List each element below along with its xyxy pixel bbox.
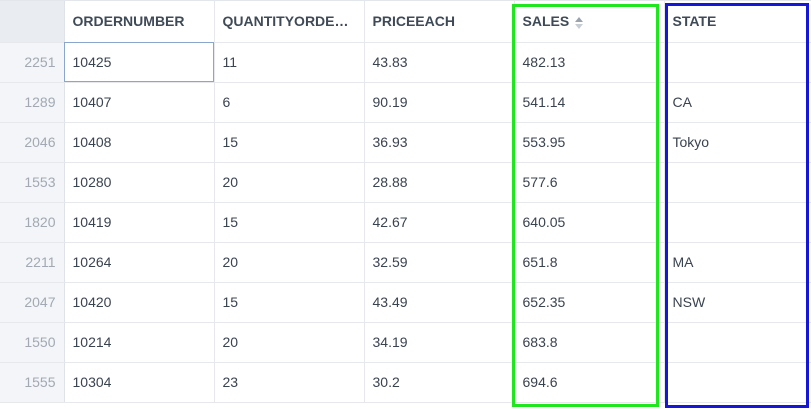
cell-sales[interactable]: 651.8	[514, 242, 665, 283]
table-row[interactable]: 1555 10304 23 30.2 694.6	[0, 362, 811, 403]
cell-sales[interactable]: 553.95	[514, 122, 665, 163]
cell-quantityordered[interactable]: 6	[214, 82, 365, 123]
cell-ordernumber[interactable]: 10304	[64, 362, 215, 403]
table-row[interactable]: 2047 10420 15 43.49 652.35 NSW	[0, 282, 811, 323]
cell-quantityordered[interactable]: 20	[214, 322, 365, 363]
cell-priceeach[interactable]: 90.19	[364, 82, 515, 123]
row-index[interactable]: 1555	[0, 362, 65, 403]
cell-state[interactable]: MA	[664, 242, 811, 283]
column-header-priceeach[interactable]: PRICEEACH	[364, 1, 515, 43]
row-index[interactable]: 1289	[0, 82, 65, 123]
cell-sales[interactable]: 694.6	[514, 362, 665, 403]
table-body: 2251 10425 11 43.83 482.13 1289 10407 6 90.19 541…	[0, 42, 811, 403]
table-row[interactable]: 1289 10407 6 90.19 541.14 CA	[0, 82, 811, 123]
cell-state[interactable]	[664, 322, 811, 363]
cell-ordernumber[interactable]: 10407	[64, 82, 215, 123]
cell-quantityordered[interactable]: 15	[214, 122, 365, 163]
cell-sales[interactable]: 577.6	[514, 162, 665, 203]
cell-sales[interactable]: 541.14	[514, 82, 665, 123]
row-index[interactable]: 2211	[0, 242, 65, 283]
cell-state[interactable]	[664, 362, 811, 403]
row-index[interactable]: 2046	[0, 122, 65, 163]
sort-ascending-icon[interactable]	[575, 16, 584, 29]
cell-sales[interactable]: 640.05	[514, 202, 665, 243]
table-row[interactable]: 2251 10425 11 43.83 482.13	[0, 42, 811, 83]
column-header-sales-label: SALES	[522, 13, 570, 30]
cell-ordernumber[interactable]: 10214	[64, 322, 215, 363]
table-row[interactable]: 2046 10408 15 36.93 553.95 Tokyo	[0, 122, 811, 163]
row-index-header[interactable]	[0, 1, 65, 43]
cell-ordernumber[interactable]: 10408	[64, 122, 215, 163]
cell-sales[interactable]: 482.13	[514, 42, 665, 83]
row-index[interactable]: 2047	[0, 282, 65, 323]
cell-state[interactable]: CA	[664, 82, 811, 123]
cell-priceeach[interactable]: 28.88	[364, 162, 515, 203]
table-row[interactable]: 1550 10214 20 34.19 683.8	[0, 322, 811, 363]
cell-state[interactable]: NSW	[664, 282, 811, 323]
row-index[interactable]: 1553	[0, 162, 65, 203]
cell-priceeach[interactable]: 42.67	[364, 202, 515, 243]
cell-quantityordered[interactable]: 15	[214, 202, 365, 243]
cell-ordernumber[interactable]: 10420	[64, 282, 215, 323]
column-header-sales[interactable]: SALES	[514, 1, 665, 43]
cell-priceeach[interactable]: 32.59	[364, 242, 515, 283]
cell-priceeach[interactable]: 30.2	[364, 362, 515, 403]
cell-quantityordered[interactable]: 11	[214, 42, 365, 83]
column-header-state[interactable]: STATE	[664, 1, 811, 43]
cell-ordernumber[interactable]: 10280	[64, 162, 215, 203]
header-row: ORDERNUMBER QUANTITYORDERE… PRICEEACH SA…	[0, 1, 811, 43]
cell-quantityordered[interactable]: 20	[214, 242, 365, 283]
cell-priceeach[interactable]: 34.19	[364, 322, 515, 363]
cell-state[interactable]	[664, 42, 811, 83]
cell-quantityordered[interactable]: 20	[214, 162, 365, 203]
column-header-ordernumber[interactable]: ORDERNUMBER	[64, 1, 215, 43]
cell-quantityordered[interactable]: 23	[214, 362, 365, 403]
cell-sales[interactable]: 683.8	[514, 322, 665, 363]
cell-state[interactable]	[664, 202, 811, 243]
cell-state[interactable]: Tokyo	[664, 122, 811, 163]
cell-priceeach[interactable]: 43.83	[364, 42, 515, 83]
row-index[interactable]: 1550	[0, 322, 65, 363]
cell-priceeach[interactable]: 43.49	[364, 282, 515, 323]
cell-priceeach[interactable]: 36.93	[364, 122, 515, 163]
table-row[interactable]: 1553 10280 20 28.88 577.6	[0, 162, 811, 203]
cell-state[interactable]	[664, 162, 811, 203]
table-row[interactable]: 2211 10264 20 32.59 651.8 MA	[0, 242, 811, 283]
cell-ordernumber[interactable]: 10264	[64, 242, 215, 283]
column-header-quantityordered[interactable]: QUANTITYORDERE…	[214, 1, 365, 43]
cell-ordernumber-selected[interactable]: 10425	[64, 42, 215, 83]
cell-ordernumber[interactable]: 10419	[64, 202, 215, 243]
cell-sales[interactable]: 652.35	[514, 282, 665, 323]
table-row[interactable]: 1820 10419 15 42.67 640.05	[0, 202, 811, 243]
cell-quantityordered[interactable]: 15	[214, 282, 365, 323]
row-index[interactable]: 2251	[0, 42, 65, 83]
row-index[interactable]: 1820	[0, 202, 65, 243]
